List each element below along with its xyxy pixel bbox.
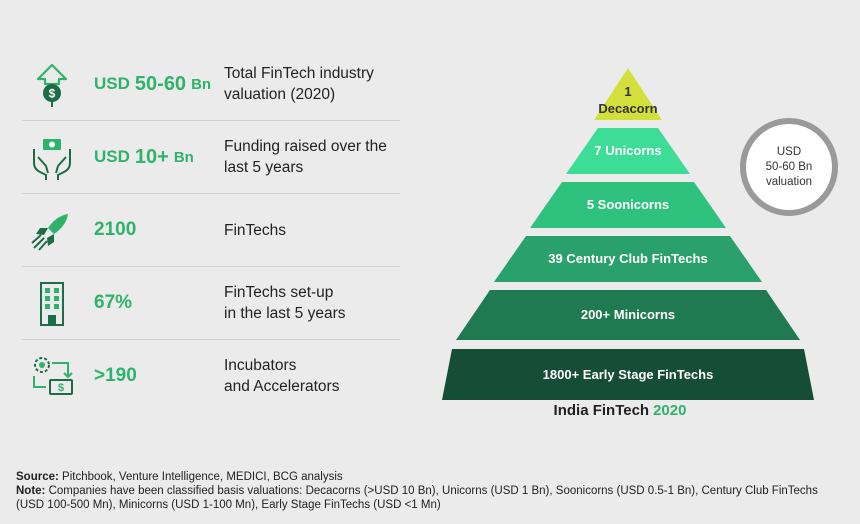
hands-money-icon	[28, 135, 76, 181]
note-line: Note: Companies have been classified bas…	[16, 485, 818, 511]
stat-value: 2100	[94, 219, 137, 240]
pyramid-tier-label: 200+ Minicorns	[581, 307, 675, 322]
pyramid-tier-label: 1	[624, 84, 631, 99]
pyramid-tier-label: Decacorn	[598, 101, 657, 116]
stat-value: 67%	[94, 292, 133, 313]
building-icon	[28, 281, 76, 327]
stat-description: Incubators and Accelerators	[224, 357, 340, 395]
svg-text:$: $	[58, 382, 64, 394]
gear-money-cycle-icon: $	[28, 354, 76, 400]
footer-notes: Source: Pitchbook, Venture Intelligence,…	[16, 470, 848, 512]
stat-row-fintechs: 2100 FinTechs	[22, 194, 400, 267]
pyramid-tier-label: 39 Century Club FinTechs	[548, 251, 707, 266]
pyramid-tier-century-club	[494, 236, 762, 282]
rocket-icon	[28, 208, 76, 254]
stats-list: $ USD 50-60 Bn Total FinTech industry valua…	[22, 48, 400, 412]
pyramid-tier-label: 7 Unicorns	[594, 143, 661, 158]
stat-description: Funding raised over the last 5 years	[224, 138, 387, 176]
stat-value: USD 50-60 Bn	[94, 72, 212, 95]
stat-row-incubators: $ >190 Incubators and Accelerators	[22, 340, 400, 412]
pyramid-tier-unicorns	[566, 128, 690, 174]
pyramid-tier-early-stage	[442, 349, 814, 400]
stat-value: USD 10+ Bn	[94, 145, 194, 168]
stat-row-setup: 67% FinTechs set-up in the last 5 years	[22, 267, 400, 340]
pyramid-tier-minicorns	[456, 290, 800, 340]
stat-row-funding: USD 10+ Bn Funding raised over the last 5 y…	[22, 121, 400, 194]
valuation-bubble: USD 50-60 Bn valuation	[740, 118, 838, 216]
fintech-pyramid: 1 Decacorn 7 Unicorns 5 Soonicorns 39 Ce…	[440, 60, 840, 430]
stat-description: FinTechs	[224, 221, 287, 239]
stat-description: Total FinTech industry valuation (2020)	[224, 65, 374, 103]
svg-text:$: $	[49, 87, 56, 101]
stat-description: FinTechs set-up in the last 5 years	[224, 284, 346, 322]
source-line: Source: Pitchbook, Venture Intelligence,…	[16, 471, 343, 483]
stat-value: >190	[94, 365, 137, 386]
pyramid-tier-decacorn	[594, 68, 662, 120]
pyramid-tier-label: 1800+ Early Stage FinTechs	[543, 367, 714, 382]
pyramid-tier-soonicorns	[530, 182, 726, 228]
stat-row-valuation: $ USD 50-60 Bn Total FinTech industry valua…	[22, 48, 400, 121]
pyramid-caption: India FinTech 2020	[553, 402, 687, 419]
money-arrow-up-icon: $	[28, 62, 76, 108]
pyramid-tier-label: 5 Soonicorns	[587, 197, 669, 212]
